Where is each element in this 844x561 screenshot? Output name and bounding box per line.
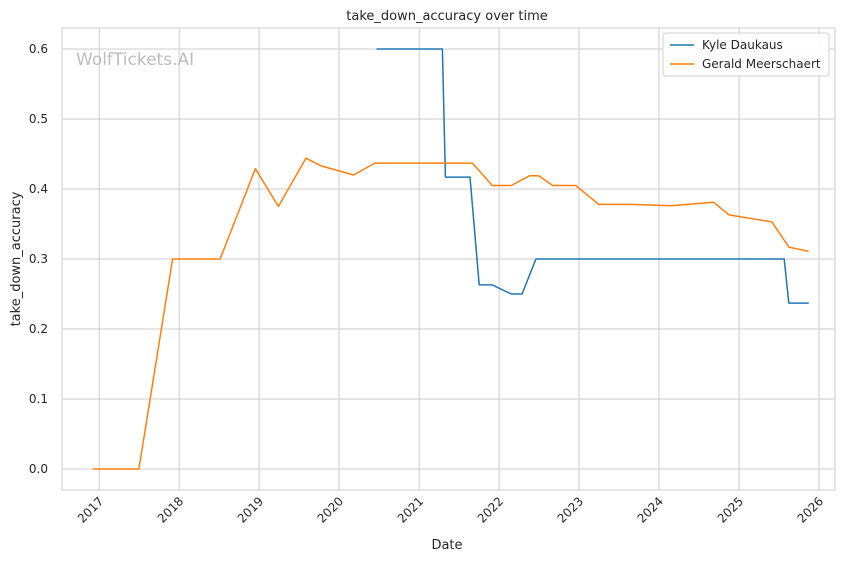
y-tick-label: 0.2 <box>29 322 48 336</box>
plot-frame <box>61 27 836 491</box>
x-axis-label: Date <box>431 538 462 553</box>
y-axis-label: take_down_accuracy <box>9 191 24 326</box>
x-tick-label: 2017 <box>75 494 106 525</box>
series-line-kyle-daukaus <box>376 48 809 304</box>
legend-box <box>662 32 830 77</box>
legend: Kyle Daukaus Gerald Meerschaert <box>662 32 830 77</box>
y-tick-label: 0.3 <box>29 252 48 266</box>
chart-title: take_down_accuracy over time <box>346 9 547 24</box>
x-tick-label: 2020 <box>315 494 346 525</box>
y-tick-label: 0.6 <box>29 42 48 56</box>
series-layer <box>92 48 809 470</box>
x-tick-label: 2023 <box>555 494 586 525</box>
y-tick-label: 0.4 <box>29 182 48 196</box>
x-tick-label: 2021 <box>395 494 426 525</box>
x-tick-label: 2022 <box>475 494 506 525</box>
series-line-gerald-meerschaert <box>92 157 809 470</box>
x-tick-label: 2026 <box>795 494 826 525</box>
y-tick-label: 0.5 <box>29 112 48 126</box>
legend-label-gerald-meerschaert: Gerald Meerschaert <box>702 57 821 71</box>
legend-label-kyle-daukaus: Kyle Daukaus <box>702 38 783 52</box>
x-tick-label: 2025 <box>715 494 746 525</box>
x-tick-label: 2018 <box>155 494 186 525</box>
x-tick-label: 2024 <box>635 494 666 525</box>
x-tick-label: 2019 <box>235 494 266 525</box>
y-tick-label: 0.0 <box>29 462 48 476</box>
watermark: WolfTickets.AI <box>76 50 194 70</box>
y-tick-labels: 0.0 0.1 0.2 0.3 0.4 0.5 0.6 <box>29 42 48 476</box>
y-tick-label: 0.1 <box>29 392 48 406</box>
x-tick-labels: 2017 2018 2019 2020 2021 2022 2023 2024 2025 2026 <box>75 494 826 525</box>
